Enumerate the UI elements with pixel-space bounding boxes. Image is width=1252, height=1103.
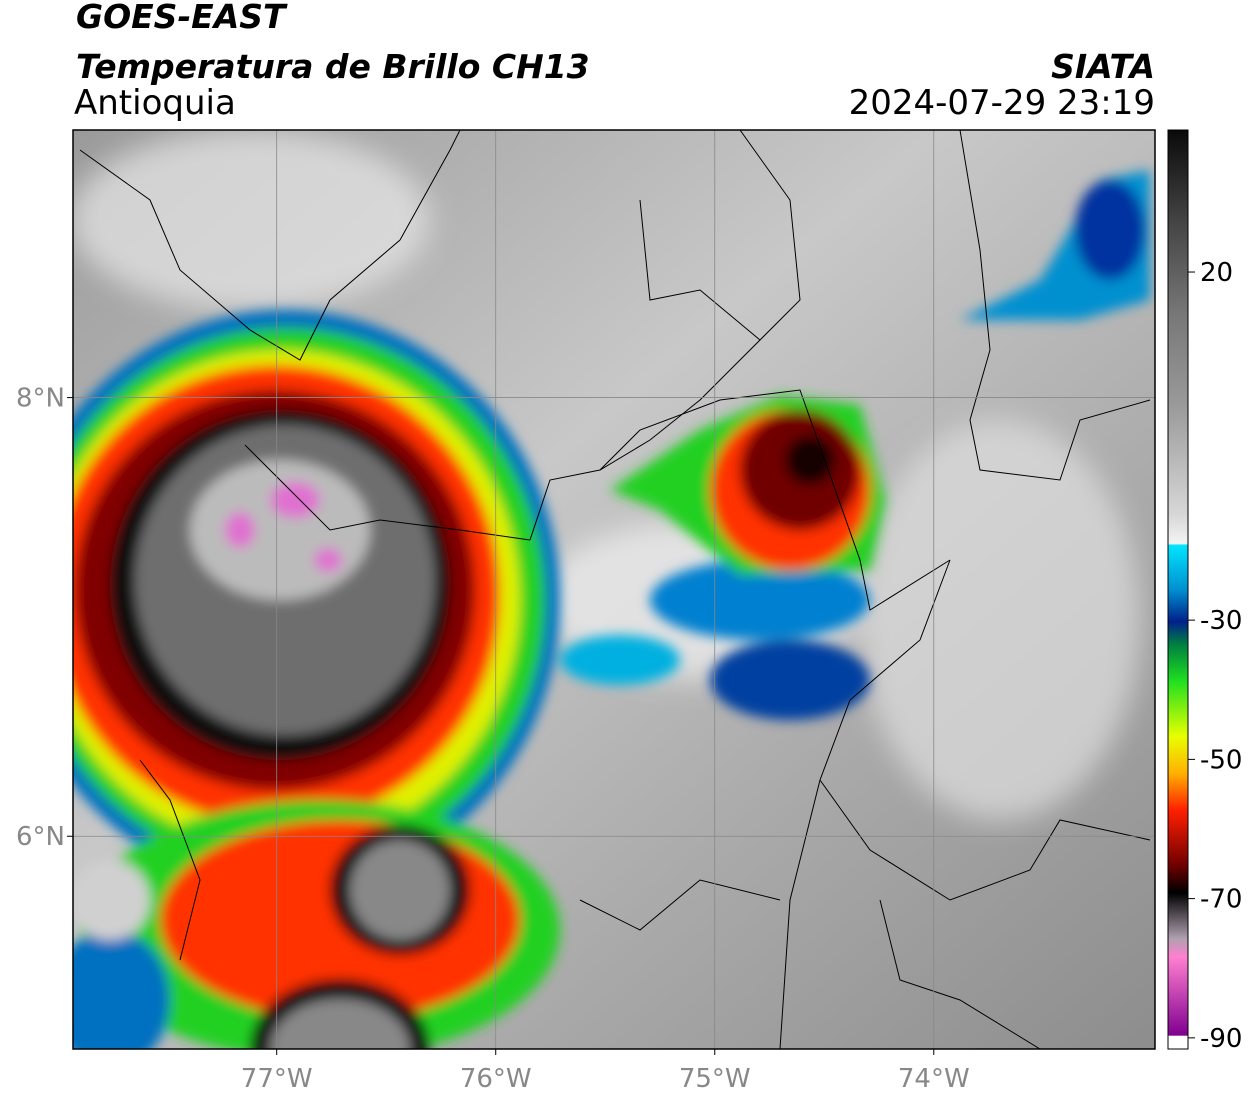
region: Antioquia	[74, 83, 236, 123]
colorbar-label: 20	[1200, 258, 1233, 288]
map-frame	[72, 129, 1156, 1050]
y-tick-label: 6°N	[16, 822, 65, 852]
subtitle: Temperatura de Brillo CH13	[76, 47, 590, 86]
axes: 77°W 76°W 75°W 74°W 8°N 6°N 20 -30 -50 -70 -90	[16, 258, 1242, 1094]
borders	[79, 130, 1151, 1049]
x-tick-label: 75°W	[679, 1064, 751, 1094]
satellite-image	[73, 130, 1155, 1049]
graticule	[73, 130, 1155, 1049]
x-tick-label: 76°W	[460, 1064, 532, 1094]
colorbar-label: -90	[1200, 1024, 1242, 1054]
x-tick-label: 74°W	[898, 1064, 970, 1094]
title: GOES-EAST	[76, 0, 288, 36]
x-tick-label: 77°W	[241, 1064, 313, 1094]
colorbar-label: -30	[1200, 606, 1242, 636]
y-tick-label: 8°N	[16, 384, 65, 414]
colorbar	[1167, 129, 1189, 1050]
colorbar-label: -70	[1200, 885, 1242, 915]
source: SIATA	[1051, 47, 1155, 86]
colorbar-label: -50	[1200, 745, 1242, 775]
timestamp: 2024-07-29 23:19	[849, 83, 1155, 123]
